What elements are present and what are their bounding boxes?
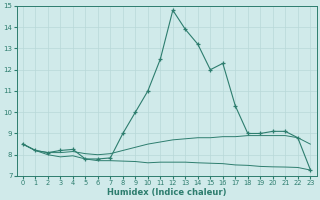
X-axis label: Humidex (Indice chaleur): Humidex (Indice chaleur) <box>107 188 226 197</box>
